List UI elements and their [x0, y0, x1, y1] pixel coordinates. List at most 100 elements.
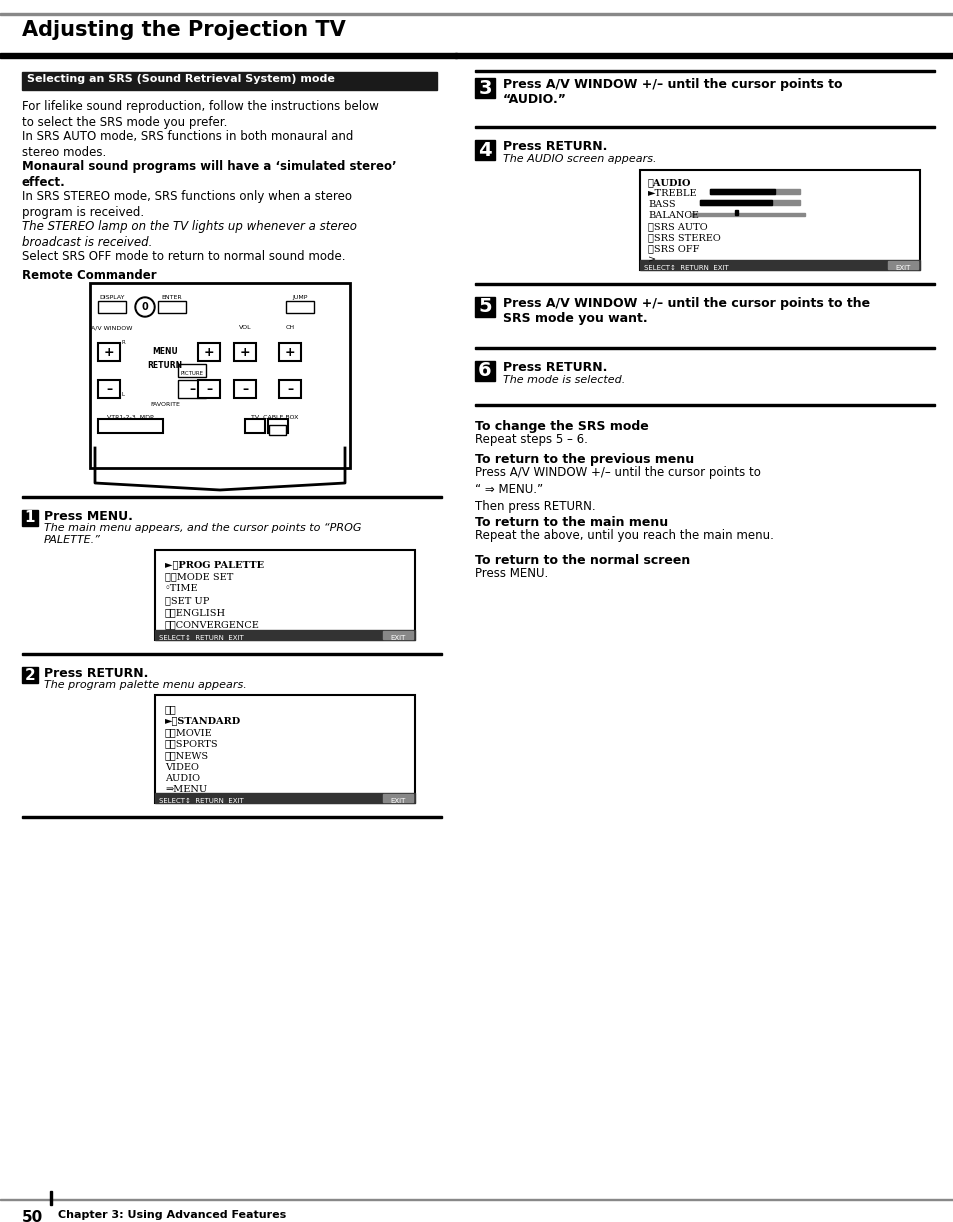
Bar: [639, 170, 919, 270]
Text: 6: 6: [477, 362, 492, 380]
Text: 0: 0: [141, 302, 149, 312]
Text: Repeat the above, until you reach the main menu.: Repeat the above, until you reach the ma…: [475, 529, 773, 543]
Bar: [98, 343, 120, 360]
Text: AUDIO: AUDIO: [165, 774, 200, 783]
Text: Press MENU.: Press MENU.: [44, 510, 132, 523]
Bar: [22, 72, 436, 90]
Text: ►❙PROG PALETTE: ►❙PROG PALETTE: [165, 560, 264, 569]
Text: ❙SET UP: ❙SET UP: [165, 596, 209, 605]
Text: To return to the main menu: To return to the main menu: [475, 516, 667, 529]
Bar: [278, 380, 301, 398]
Text: ❙❙MODE SET: ❙❙MODE SET: [165, 572, 233, 580]
Text: 4: 4: [477, 141, 492, 160]
Bar: [700, 200, 771, 205]
Text: >: >: [647, 255, 656, 264]
Bar: [475, 141, 495, 160]
Text: PICTURE: PICTURE: [180, 371, 203, 376]
Text: +: +: [104, 346, 114, 358]
Bar: [709, 189, 774, 194]
Bar: [382, 631, 413, 639]
Text: Press RETURN.: Press RETURN.: [502, 360, 607, 374]
Text: 50: 50: [22, 1210, 43, 1222]
Bar: [887, 262, 917, 269]
Bar: [233, 343, 255, 360]
Text: The mode is selected.: The mode is selected.: [502, 375, 624, 385]
Text: 3: 3: [477, 78, 491, 98]
Text: 5: 5: [477, 297, 492, 316]
Bar: [475, 284, 934, 285]
Text: Adjusting the Projection TV: Adjusting the Projection TV: [22, 20, 345, 40]
Bar: [178, 380, 206, 398]
Text: SELECT↕  RETURN  EXIT: SELECT↕ RETURN EXIT: [643, 265, 728, 271]
Bar: [154, 695, 415, 803]
Bar: [475, 70, 934, 72]
Text: Press RETURN.: Press RETURN.: [44, 667, 149, 679]
Text: Monaural sound programs will have a ‘simulated stereo’
effect.: Monaural sound programs will have a ‘sim…: [22, 160, 396, 189]
Text: TV  CABLE BOX: TV CABLE BOX: [251, 415, 298, 420]
Bar: [154, 793, 415, 803]
Text: The program palette menu appears.: The program palette menu appears.: [44, 679, 247, 690]
Bar: [0, 53, 953, 57]
Text: DISPLAY: DISPLAY: [99, 295, 125, 299]
Text: For lifelike sound reproduction, follow the instructions below
to select the SRS: For lifelike sound reproduction, follow …: [22, 100, 378, 130]
Text: Repeat steps 5 – 6.: Repeat steps 5 – 6.: [475, 433, 587, 446]
Text: RETURN: RETURN: [148, 360, 182, 370]
Text: To change the SRS mode: To change the SRS mode: [475, 420, 648, 433]
Bar: [475, 347, 934, 349]
Text: EXIT: EXIT: [390, 635, 405, 642]
Bar: [278, 343, 301, 360]
Text: –: –: [287, 382, 293, 396]
Bar: [455, 53, 456, 57]
Text: Press RETURN.: Press RETURN.: [502, 141, 607, 153]
Bar: [709, 189, 800, 194]
Bar: [0, 1199, 953, 1200]
Text: L: L: [122, 392, 125, 397]
Text: –: –: [206, 382, 212, 396]
Text: ❙SRS OFF: ❙SRS OFF: [647, 244, 699, 253]
Text: ⇒MENU: ⇒MENU: [165, 786, 207, 794]
Text: CH: CH: [285, 325, 294, 330]
Text: EXIT: EXIT: [894, 265, 910, 271]
Text: Press MENU.: Press MENU.: [475, 567, 548, 580]
Text: Remote Commander: Remote Commander: [22, 269, 156, 282]
Bar: [22, 510, 38, 525]
Text: In SRS STEREO mode, SRS functions only when a stereo
program is received.: In SRS STEREO mode, SRS functions only w…: [22, 189, 352, 219]
Bar: [700, 200, 800, 205]
Bar: [689, 213, 804, 216]
Text: In SRS AUTO mode, SRS functions in both monaural and
stereo modes.: In SRS AUTO mode, SRS functions in both …: [22, 130, 353, 159]
Text: –: –: [189, 382, 194, 396]
Text: R: R: [122, 340, 126, 345]
Bar: [734, 210, 738, 215]
Text: ►TREBLE: ►TREBLE: [647, 189, 697, 198]
Text: –: –: [242, 382, 248, 396]
Text: EXIT: EXIT: [390, 798, 405, 804]
Bar: [154, 631, 415, 640]
Bar: [98, 380, 120, 398]
Bar: [98, 419, 163, 433]
Circle shape: [137, 299, 152, 315]
Text: ❙❙: ❙❙: [165, 705, 176, 714]
Text: VTR1-2-3  MDP: VTR1-2-3 MDP: [107, 415, 153, 420]
Text: Press A/V WINDOW +/– until the cursor points to
“AUDIO.”: Press A/V WINDOW +/– until the cursor po…: [502, 78, 841, 106]
Text: Press A/V WINDOW +/– until the cursor points to the
SRS mode you want.: Press A/V WINDOW +/– until the cursor po…: [502, 297, 869, 325]
Text: A/V WINDOW: A/V WINDOW: [91, 325, 132, 330]
Bar: [639, 260, 919, 270]
Text: ❙❙NEWS: ❙❙NEWS: [165, 752, 209, 760]
Text: +: +: [284, 346, 295, 358]
Text: +: +: [239, 346, 250, 358]
Text: BALANCE: BALANCE: [647, 211, 699, 220]
Text: 2: 2: [25, 667, 35, 683]
Text: ►❙STANDARD: ►❙STANDARD: [165, 716, 241, 726]
Text: Press A/V WINDOW +/– until the cursor points to
“ ⇒ MENU.”
Then press RETURN.: Press A/V WINDOW +/– until the cursor po…: [475, 466, 760, 513]
Circle shape: [135, 297, 154, 316]
Text: VOL: VOL: [238, 325, 251, 330]
Text: ❙AUDIO: ❙AUDIO: [647, 178, 691, 187]
Text: ❙❙ENGLISH: ❙❙ENGLISH: [165, 609, 226, 617]
Bar: [22, 667, 38, 683]
Bar: [50, 1191, 52, 1205]
Text: ❙SRS AUTO: ❙SRS AUTO: [647, 222, 707, 231]
Bar: [22, 653, 441, 655]
Text: ❙SRS STEREO: ❙SRS STEREO: [647, 233, 720, 242]
Text: MENU: MENU: [152, 347, 177, 356]
Text: To return to the previous menu: To return to the previous menu: [475, 453, 694, 466]
